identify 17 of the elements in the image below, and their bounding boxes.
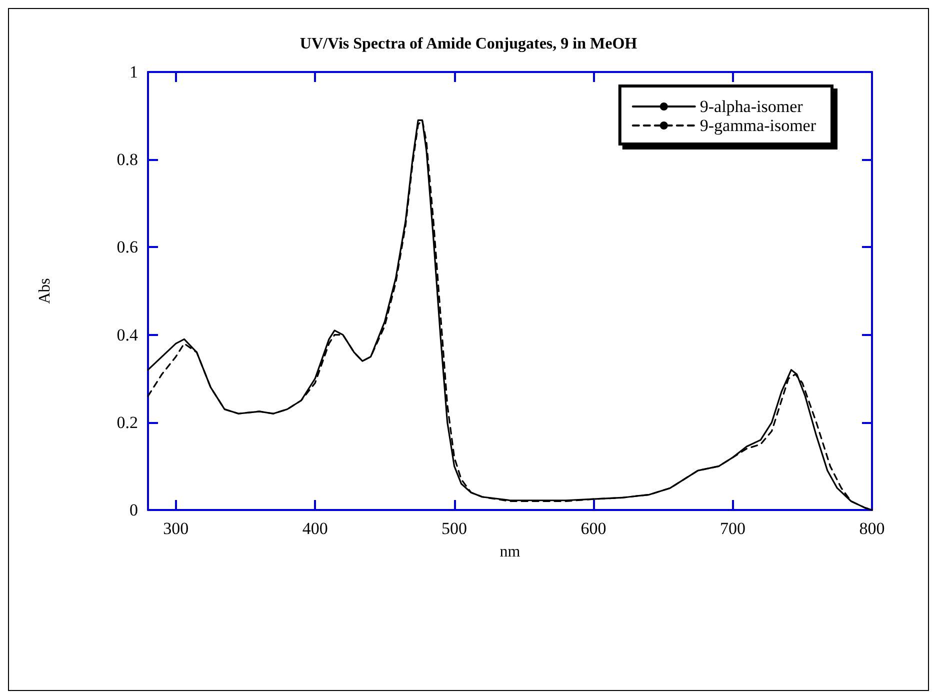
x-tick-label: 800 [859,519,885,538]
y-tick-label: 0.6 [116,238,138,257]
legend-label: 9-alpha-isomer [700,97,804,116]
chart-title: UV/Vis Spectra of Amide Conjugates, 9 in MeOH [300,36,638,52]
y-tick-label: 0.4 [116,325,138,344]
y-tick-label: 1 [130,62,138,82]
x-tick-label: 600 [580,519,606,538]
y-axis-title: Abs [36,278,54,304]
y-tick-label: 0.8 [116,150,138,170]
x-tick-label: 500 [442,519,468,538]
x-tick-label: 700 [720,519,746,538]
y-tick-label: 0 [130,500,138,520]
x-tick-label: 300 [163,519,189,538]
x-tick-label: 400 [302,519,328,538]
legend-label: 9-gamma-isomer [700,116,816,135]
y-tick-label: 0.2 [116,412,138,432]
x-axis-title: nm [500,544,521,560]
